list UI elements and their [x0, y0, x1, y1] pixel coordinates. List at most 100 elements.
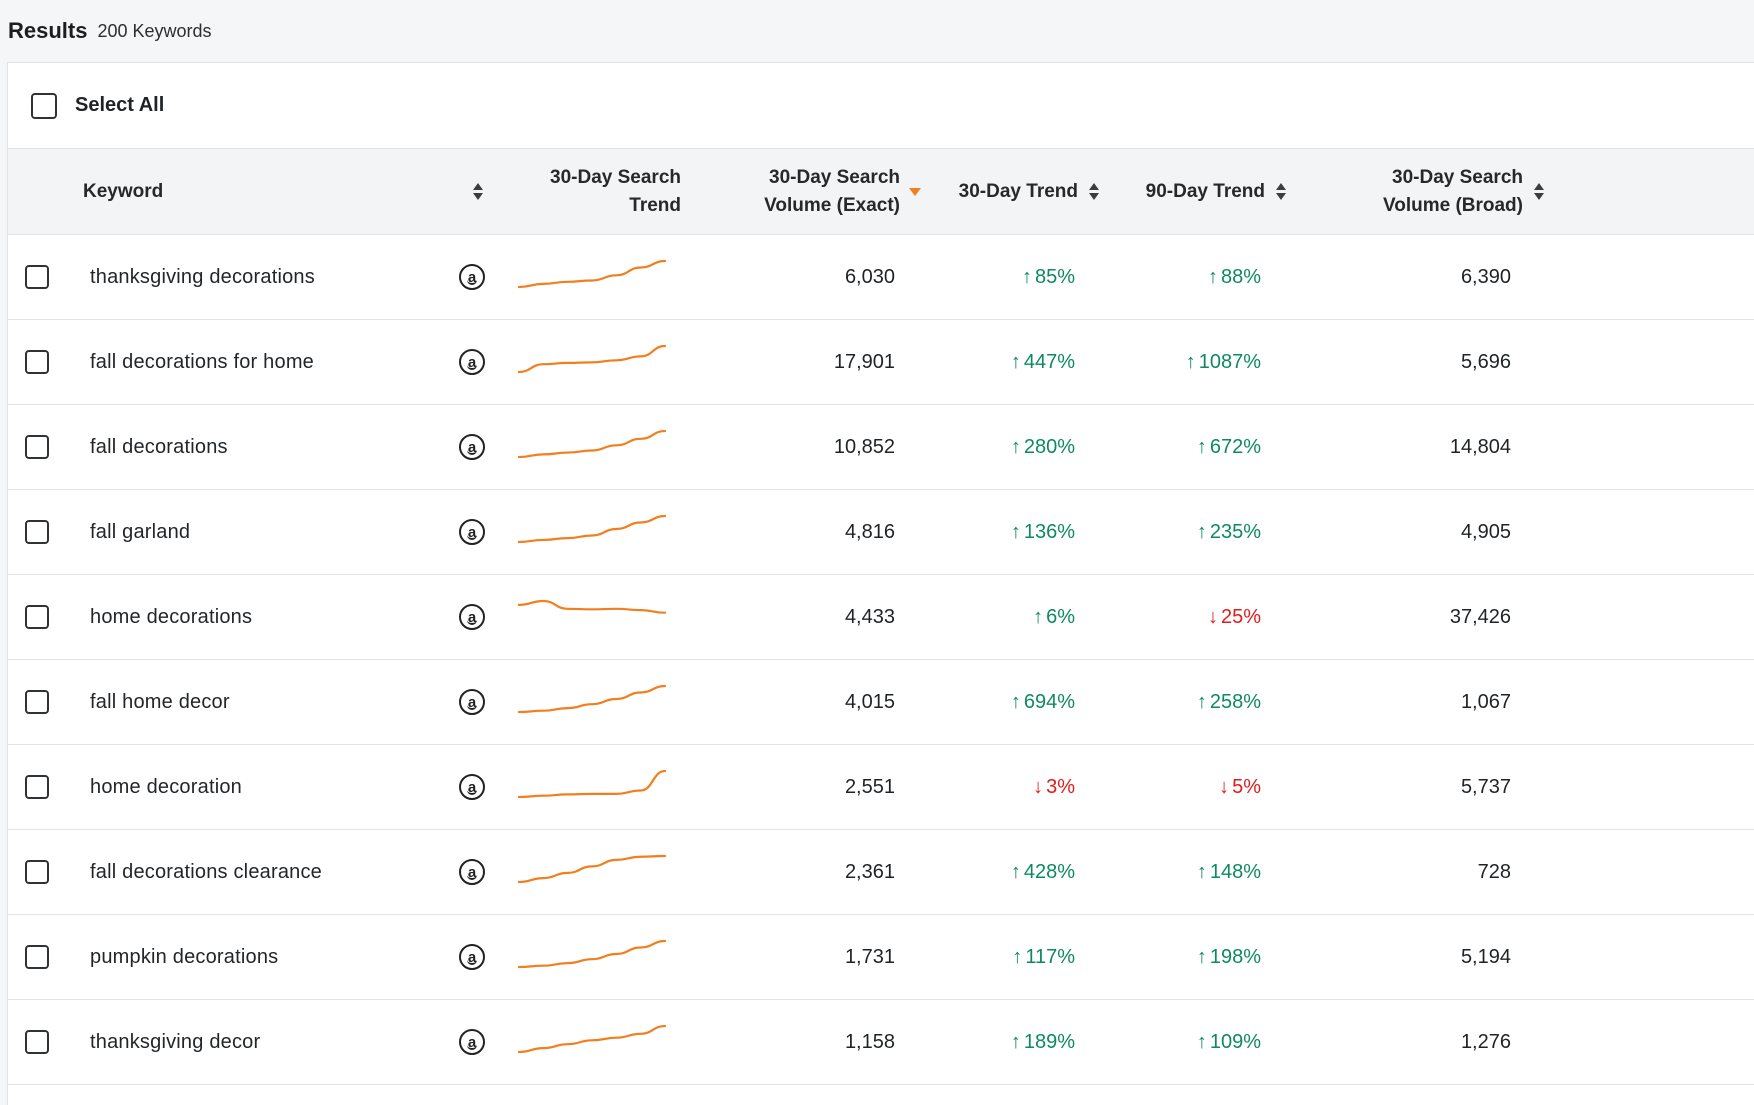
column-header-30-day-trend-label: 30-Day Trend	[958, 180, 1078, 202]
keyword-text[interactable]: pumpkin decorations	[90, 945, 279, 968]
volume-exact-cell: 2,551	[728, 745, 895, 829]
arrow-up-icon: ↑	[1010, 860, 1021, 883]
amazon-link-cell: a	[459, 405, 485, 489]
sort-desc-icon[interactable]	[909, 149, 923, 234]
trend-90-value: ↓ 25%	[1208, 606, 1261, 629]
trend-30-percent: 694%	[1023, 690, 1075, 713]
sparkline-cell	[517, 915, 667, 999]
trend-90-percent: 88%	[1220, 265, 1261, 288]
table-row[interactable]: thanksgiving decor a 1,158 ↑ 189% ↑ 109%	[8, 1000, 1754, 1085]
sort-icon[interactable]	[1274, 149, 1288, 234]
results-count: 200 Keywords	[97, 20, 212, 41]
trend-90-percent: 258%	[1209, 690, 1261, 713]
row-checkbox[interactable]	[25, 1030, 49, 1054]
row-checkbox[interactable]	[25, 945, 49, 969]
select-all-label[interactable]: Select All	[75, 94, 165, 116]
select-all-checkbox[interactable]	[31, 92, 57, 119]
sparkline-cell	[517, 745, 667, 829]
keyword-text[interactable]: fall decorations	[90, 435, 228, 458]
row-checkbox[interactable]	[25, 775, 49, 799]
search-trend-sparkline	[517, 1024, 667, 1054]
keyword-text[interactable]: fall garland	[90, 520, 191, 543]
arrow-up-icon: ↑	[1010, 690, 1021, 713]
row-checkbox[interactable]	[25, 350, 49, 374]
amazon-logo-icon[interactable]: a	[459, 774, 485, 800]
row-checkbox[interactable]	[25, 520, 49, 544]
arrow-down-icon: ↓	[1033, 775, 1044, 798]
trend-30-value: ↑ 6%	[1033, 606, 1075, 629]
row-checkbox-cell	[25, 405, 49, 489]
keyword-text[interactable]: thanksgiving decor	[90, 1030, 261, 1053]
row-checkbox-cell	[25, 490, 49, 574]
row-checkbox[interactable]	[25, 435, 49, 459]
amazon-logo-icon[interactable]: a	[459, 264, 485, 290]
volume-broad-cell: 5,696	[1348, 320, 1511, 404]
row-checkbox[interactable]	[25, 605, 49, 629]
search-trend-sparkline	[517, 769, 667, 799]
volume-broad-value: 728	[1477, 860, 1511, 883]
trend-90-percent: 235%	[1209, 520, 1261, 543]
trend-90-cell: ↑ 148%	[1118, 830, 1261, 914]
table-header: Keyword 30-Day Search Trend 30-Day Search…	[8, 149, 1754, 235]
sparkline-cell	[517, 490, 667, 574]
column-header-30-day-trend[interactable]: 30-Day Trend	[933, 149, 1078, 234]
sparkline-path	[517, 769, 667, 799]
trend-90-cell: ↑ 235%	[1118, 490, 1261, 574]
table-row[interactable]: fall decorations for home a 17,901 ↑ 447%	[8, 320, 1754, 405]
trend-90-value: ↑ 198%	[1197, 946, 1261, 969]
table-row[interactable]: pumpkin decorations a 1,731 ↑ 117% ↑ 198	[8, 915, 1754, 1000]
volume-broad-value: 5,737	[1460, 775, 1511, 798]
keyword-text[interactable]: thanksgiving decorations	[90, 265, 315, 288]
keyword-text[interactable]: home decorations	[90, 605, 253, 628]
volume-broad-value: 6,390	[1460, 265, 1511, 288]
trend-30-percent: 3%	[1046, 775, 1075, 798]
row-checkbox[interactable]	[25, 690, 49, 714]
amazon-logo-icon[interactable]: a	[459, 434, 485, 460]
column-header-volume-exact[interactable]: 30-Day Search Volume (Exact)	[728, 149, 900, 234]
column-header-keyword[interactable]: Keyword	[83, 149, 163, 234]
sort-icon[interactable]	[471, 149, 485, 234]
amazon-logo-icon[interactable]: a	[459, 1029, 485, 1055]
trend-90-cell: ↑ 109%	[1118, 1000, 1261, 1084]
volume-exact-value: 10,852	[833, 435, 895, 458]
amazon-logo-icon[interactable]: a	[459, 944, 485, 970]
amazon-logo-icon[interactable]: a	[459, 859, 485, 885]
column-header-90-day-trend[interactable]: 90-Day Trend	[1118, 149, 1265, 234]
keyword-cell: fall decorations clearance	[90, 830, 322, 914]
table-row[interactable]: fall home decor a 4,015 ↑ 694% ↑ 258%	[8, 660, 1754, 745]
row-checkbox-cell	[25, 915, 49, 999]
trend-90-cell: ↓ 25%	[1118, 575, 1261, 659]
keyword-text[interactable]: home decoration	[90, 775, 242, 798]
table-row[interactable]: home decorations a 4,433 ↑ 6% ↓ 25%	[8, 575, 1754, 660]
amazon-logo-icon[interactable]: a	[459, 349, 485, 375]
table-row[interactable]: thanksgiving decorations a 6,030 ↑ 85%	[8, 235, 1754, 320]
amazon-link-cell: a	[459, 235, 485, 319]
table-row[interactable]: fall decorations clearance a 2,361 ↑ 428%	[8, 830, 1754, 915]
volume-broad-value: 5,696	[1460, 350, 1511, 373]
amazon-logo-icon[interactable]: a	[459, 689, 485, 715]
table-row[interactable]: fall garland a 4,816 ↑ 136% ↑ 235%	[8, 490, 1754, 575]
volume-broad-value: 1,067	[1460, 690, 1511, 713]
trend-30-percent: 85%	[1034, 265, 1075, 288]
results-table-panel: Select All Keyword 30-Day Search Trend 30…	[7, 62, 1754, 1105]
sparkline-cell	[517, 1000, 667, 1084]
table-row[interactable]: home decoration a 2,551 ↓ 3% ↓ 5%	[8, 745, 1754, 830]
amazon-logo-icon[interactable]: a	[459, 519, 485, 545]
keyword-text[interactable]: fall home decor	[90, 690, 230, 713]
volume-exact-value: 4,015	[844, 690, 895, 713]
volume-broad-cell: 6,390	[1348, 235, 1511, 319]
sort-icon[interactable]	[1087, 149, 1101, 234]
volume-exact-cell: 1,731	[728, 915, 895, 999]
sparkline-cell	[517, 405, 667, 489]
keyword-text[interactable]: fall decorations clearance	[90, 860, 322, 883]
keyword-text[interactable]: fall decorations for home	[90, 350, 315, 373]
sort-icon[interactable]	[1532, 149, 1546, 234]
row-checkbox[interactable]	[25, 860, 49, 884]
table-row[interactable]: fall decorations a 10,852 ↑ 280% ↑ 672%	[8, 405, 1754, 490]
column-header-volume-broad[interactable]: 30-Day Search Volume (Broad)	[1348, 149, 1523, 234]
volume-exact-cell: 1,158	[728, 1000, 895, 1084]
volume-broad-cell: 4,905	[1348, 490, 1511, 574]
trend-90-cell: ↑ 198%	[1118, 915, 1261, 999]
amazon-logo-icon[interactable]: a	[459, 604, 485, 630]
row-checkbox[interactable]	[25, 265, 49, 289]
